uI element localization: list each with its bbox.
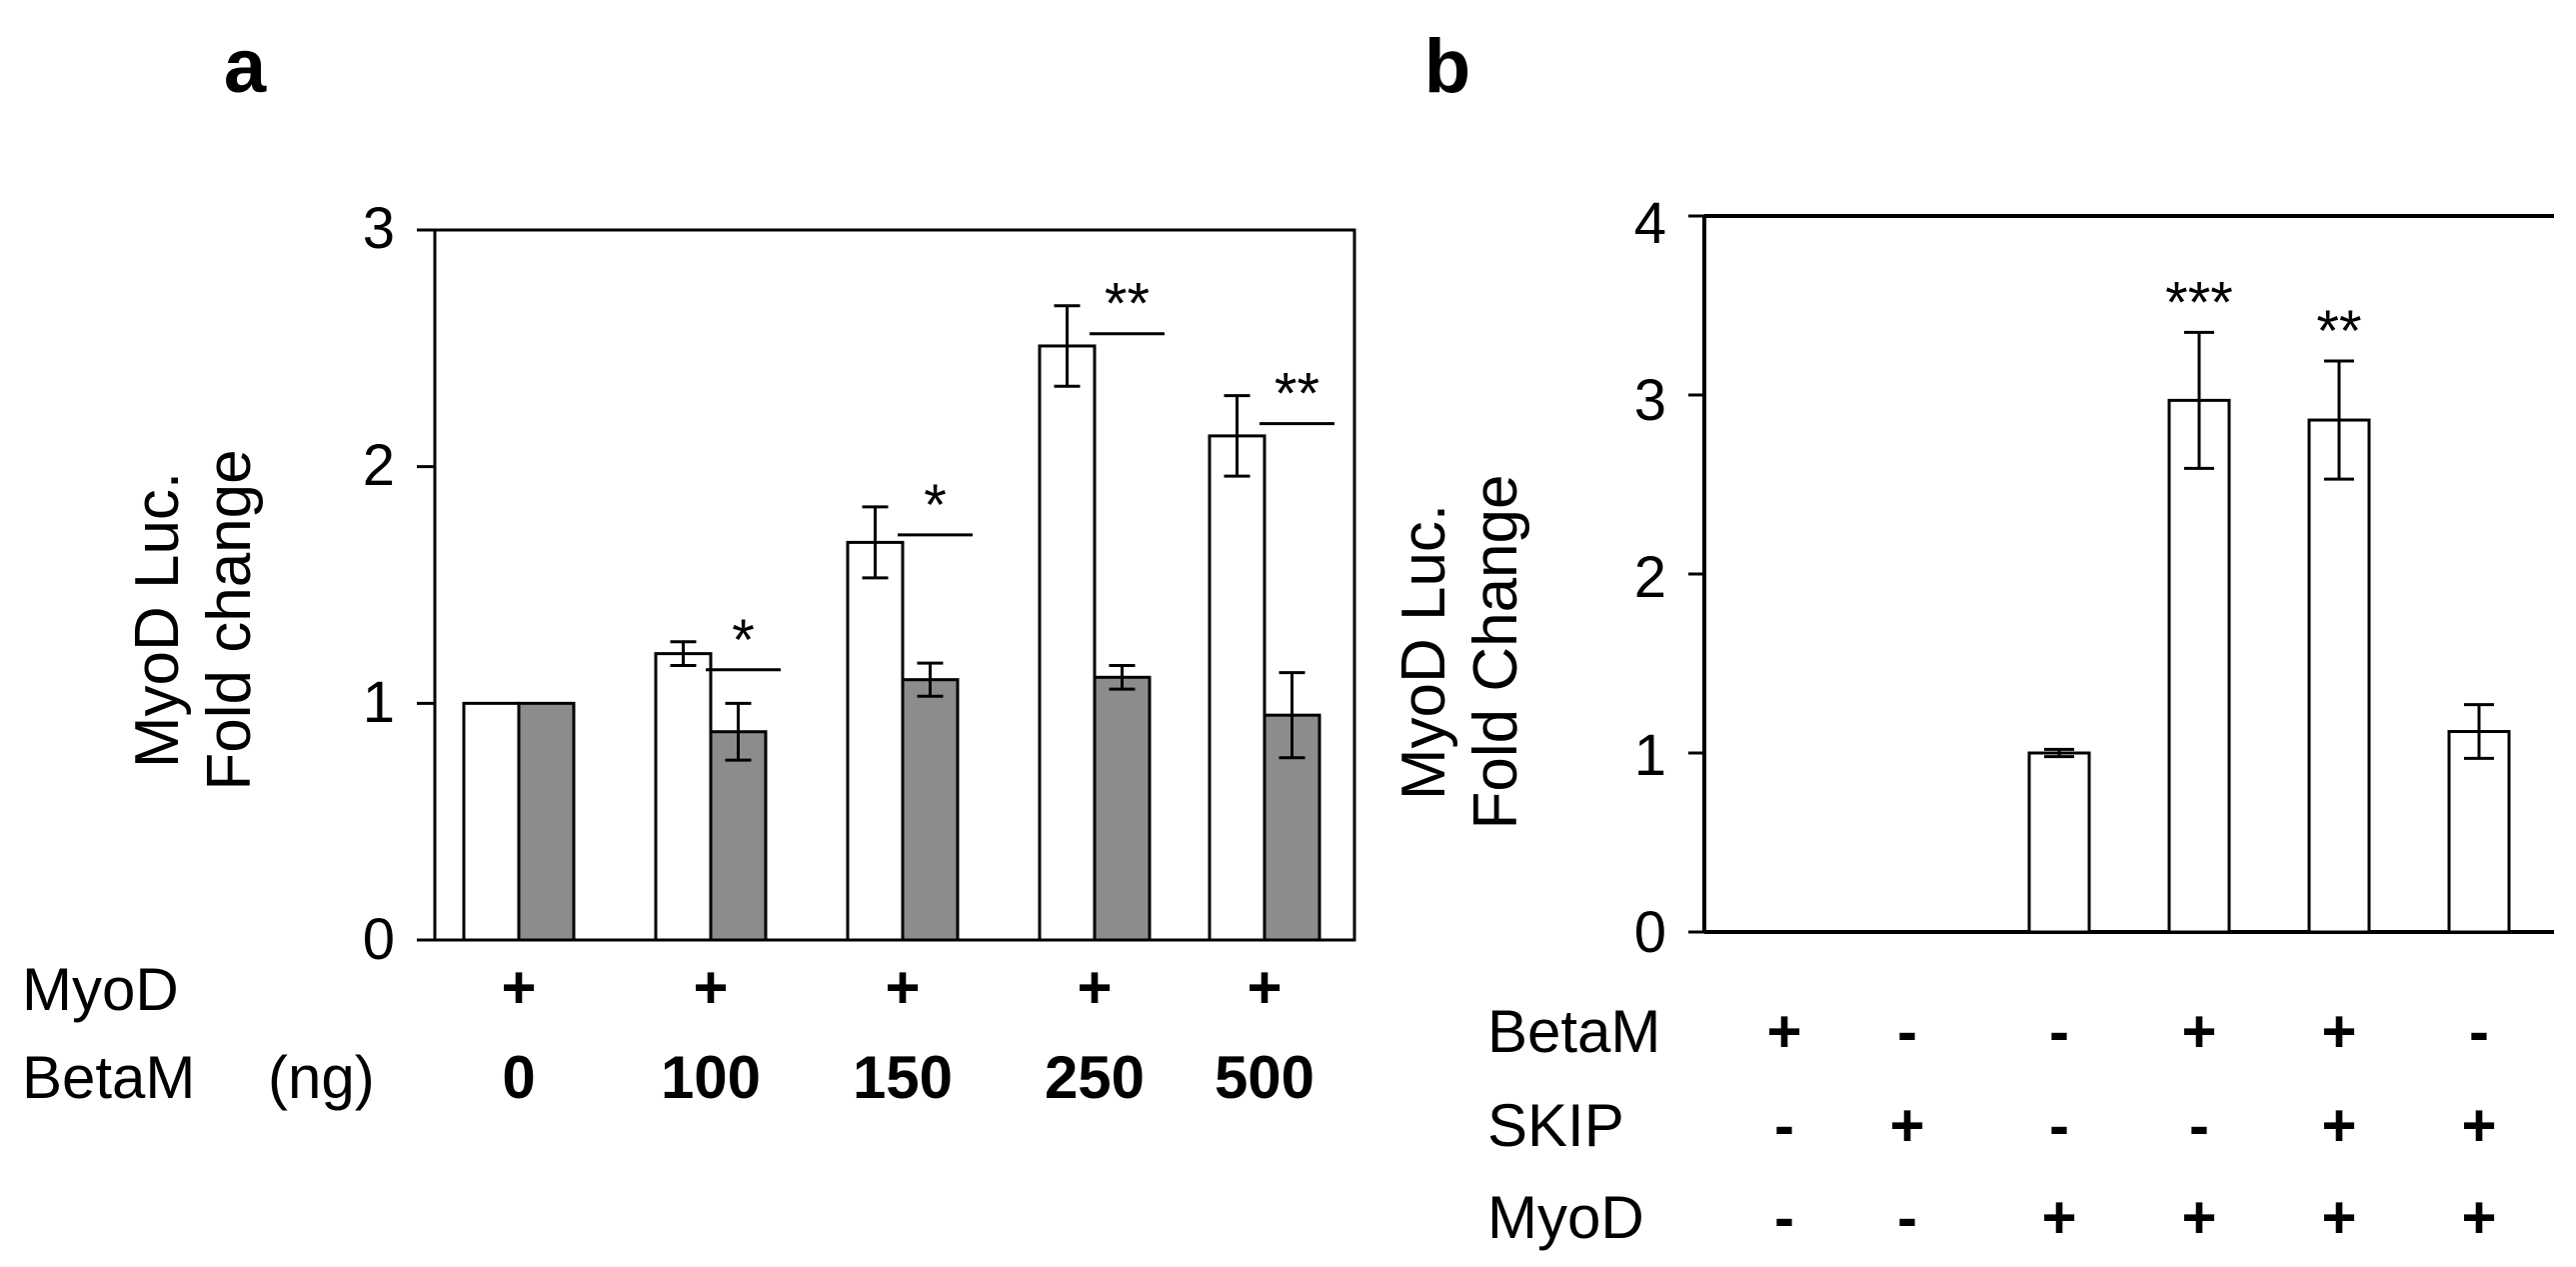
panel-a-bar-gray: [901, 678, 960, 942]
panel-b-bar: [2307, 418, 2371, 934]
panel-a-ytick-2: 2: [363, 433, 395, 498]
panel-a-bar-white: [1038, 344, 1097, 942]
panel-a-betam-dose: 0: [502, 1044, 535, 1111]
panel-b-ytick-3: 3: [1634, 368, 1666, 433]
panel-a-myod-symbol: +: [1247, 954, 1282, 1021]
panel-a-betam-dose: 150: [853, 1044, 953, 1111]
panel-b-betam-symbol: +: [1766, 998, 1801, 1065]
panel-a-row-label-myod: MyoD: [22, 956, 179, 1023]
panel-b-betam-symbol: -: [2469, 998, 2489, 1065]
panel-a-bar-white: [846, 540, 905, 942]
panel-b-myod-symbol: +: [2321, 1184, 2356, 1251]
panel-b-ytick-0: 0: [1634, 900, 1666, 965]
panel-a-significance-mark: **: [1275, 362, 1319, 427]
panel-b-betam-symbol: +: [2181, 998, 2216, 1065]
panel-b-row-label-skip: SKIP: [1487, 1092, 1624, 1159]
panel-b-ytick-4: 4: [1634, 191, 1666, 256]
panel-a-bar-gray: [709, 730, 768, 942]
panel-b-label: b: [1424, 24, 1470, 109]
panel-a-ylabel-line1: MyoD Luc.: [123, 472, 192, 768]
panel-b-ylabel-line1: MyoD Luc.: [1389, 504, 1458, 800]
panel-a-bar-white: [1208, 434, 1267, 942]
panel-a-betam-dose: 100: [661, 1044, 761, 1111]
panel-b-significance-mark: ***: [2165, 270, 2233, 335]
panel-a-ytick-1: 1: [363, 670, 395, 735]
panel-b-skip-symbol: -: [1774, 1092, 1794, 1159]
panel-b-myod-symbol: +: [2041, 1184, 2076, 1251]
panel-a-significance-mark: *: [924, 473, 947, 538]
panel-b-skip-symbol: +: [2461, 1092, 2496, 1159]
panel-a-bar-gray: [1093, 675, 1152, 942]
panel-b-ylabel-line2: Fold Change: [1461, 474, 1530, 829]
panel-a-betam-dose: 250: [1045, 1044, 1145, 1111]
panel-a-myod-symbol: +: [885, 954, 920, 1021]
panel-a-significance-mark: *: [732, 608, 755, 673]
panel-b-bar: [2027, 751, 2091, 934]
panel-a-row-label-betam: BetaM: [22, 1044, 195, 1111]
panel-b-skip-symbol: +: [2321, 1092, 2356, 1159]
panel-b-betam-symbol: +: [2321, 998, 2356, 1065]
panel-a-myod-symbol: +: [1077, 954, 1112, 1021]
panel-b-myod-symbol: -: [1774, 1184, 1794, 1251]
panel-a-bar-white: [654, 652, 713, 942]
panel-b-myod-symbol: +: [2181, 1184, 2216, 1251]
panel-a-ylabel: MyoD Luc. Fold change: [123, 449, 264, 790]
panel-b-skip-symbol: -: [2049, 1092, 2069, 1159]
panel-b-myod-symbol: -: [1897, 1184, 1917, 1251]
panel-b-bar: [2167, 398, 2231, 934]
panel-b-myod-symbol: +: [2461, 1184, 2496, 1251]
panel-a-myod-symbol: +: [501, 954, 536, 1021]
panel-b-chart: + - - - + - - - + *** + - + ** + + + - + +: [1688, 214, 2554, 1251]
panel-a-row-label-unit: (ng): [268, 1044, 375, 1111]
panel-a-bar-gray: [517, 701, 576, 942]
panel-b-bar: [2447, 730, 2511, 934]
panel-b-skip-symbol: -: [2189, 1092, 2209, 1159]
panel-a-ylabel-line2: Fold change: [195, 449, 264, 790]
panel-a-myod-symbol: +: [693, 954, 728, 1021]
panel-b-ylabel: MyoD Luc. Fold Change: [1389, 474, 1530, 829]
panel-b-row-label-betam: BetaM: [1487, 998, 1660, 1065]
panel-b-betam-symbol: -: [1897, 998, 1917, 1065]
panel-b-ytick-1: 1: [1634, 723, 1666, 788]
panel-a-ytick-0: 0: [363, 907, 395, 972]
panel-a-bar-white: [462, 701, 521, 942]
panel-a-betam-dose: 500: [1215, 1044, 1314, 1111]
panel-b-betam-symbol: -: [2049, 998, 2069, 1065]
panel-b-row-label-myod: MyoD: [1487, 1184, 1644, 1251]
panel-a-significance-mark: **: [1105, 272, 1150, 337]
panel-b-significance-mark: **: [2316, 299, 2361, 364]
panel-a-chart: +0 * +100 * +150 ** +250 ** +500: [417, 228, 1356, 1111]
panel-a-label: a: [224, 24, 267, 109]
panel-b-ytick-2: 2: [1634, 545, 1666, 610]
panel-a-ytick-3: 3: [363, 196, 395, 261]
panel-b-skip-symbol: +: [1889, 1092, 1924, 1159]
